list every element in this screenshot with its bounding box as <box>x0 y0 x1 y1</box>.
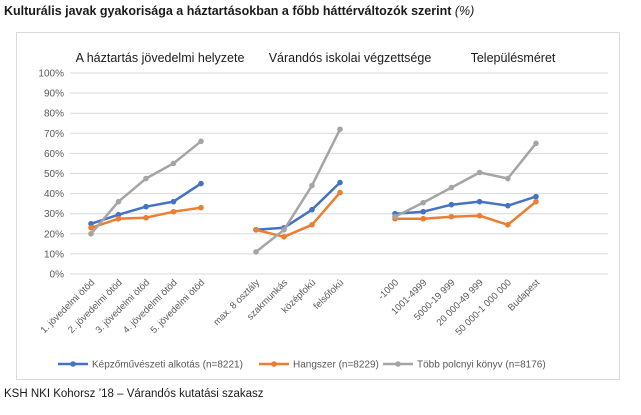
legend-label: Több polcnyi könyv (n=8176) <box>417 360 546 371</box>
y-tick-label: 100% <box>38 69 64 80</box>
data-point <box>115 215 122 222</box>
data-point <box>392 213 398 220</box>
legend-label: Képzőművészeti alkotás (n=8221) <box>92 360 243 371</box>
group-label: Várandós iskolai végzettsége <box>269 51 432 65</box>
legend-label: Hangszer (n=8229) <box>293 360 379 371</box>
legend-marker <box>70 361 76 367</box>
data-point <box>170 198 177 205</box>
data-point <box>281 234 287 240</box>
y-tick-label: 50% <box>44 169 64 180</box>
data-point <box>337 189 343 196</box>
data-point <box>88 231 94 237</box>
data-point <box>505 202 511 209</box>
y-tick-label: 20% <box>44 229 64 240</box>
data-point <box>420 199 427 206</box>
y-tick-label: 40% <box>44 189 64 200</box>
data-point <box>337 179 343 186</box>
data-point <box>309 221 315 228</box>
data-point <box>337 126 343 133</box>
data-point <box>143 175 149 182</box>
series-line <box>254 128 342 254</box>
data-point <box>420 215 427 222</box>
chart-title-unit: (%) <box>454 4 475 18</box>
series-line <box>393 195 538 215</box>
data-point <box>309 182 315 189</box>
data-point <box>143 203 149 210</box>
group-label: A háztartás jövedelmi helyzete <box>76 51 245 65</box>
data-point <box>309 206 315 213</box>
data-point <box>170 208 177 215</box>
data-point <box>198 204 204 211</box>
y-tick-label: 90% <box>44 89 64 100</box>
data-point <box>476 212 483 219</box>
data-point <box>476 198 483 205</box>
data-point <box>533 198 539 205</box>
data-point <box>88 224 94 231</box>
y-tick-label: 80% <box>44 109 64 120</box>
y-tick-label: 0% <box>50 270 65 281</box>
data-point <box>170 160 177 167</box>
series-line <box>393 142 538 218</box>
data-point <box>448 184 455 191</box>
chart-title-text: Kulturális javak gyakorisága a háztartás… <box>4 4 452 18</box>
data-point <box>505 221 511 228</box>
data-point <box>143 214 149 221</box>
data-point <box>198 180 204 187</box>
x-tick-label: felsőfokú <box>311 277 346 312</box>
x-tick-label: Budapest <box>506 277 542 313</box>
series-line <box>254 181 342 232</box>
data-point <box>476 169 483 176</box>
data-point <box>115 211 122 218</box>
group-label: Településméret <box>471 51 556 65</box>
chart-title: Kulturális javak gyakorisága a háztartás… <box>4 4 474 18</box>
source-note: KSH NKI Kohorsz ’18 – Várandós kutatási … <box>4 388 264 400</box>
data-point <box>253 249 259 255</box>
data-point <box>448 213 455 220</box>
y-tick-label: 60% <box>44 149 64 160</box>
data-point <box>88 220 94 227</box>
line-chart: 0% 10% 20% 30% 40% 50% 60% 70% 80% 90% 100% A házta… <box>38 51 608 371</box>
data-point <box>448 201 455 208</box>
legend-marker <box>271 361 277 367</box>
data-point <box>420 208 427 215</box>
data-point <box>505 175 511 182</box>
series-line <box>393 200 538 227</box>
x-tick-label: -1000 <box>376 277 401 302</box>
data-point <box>281 226 287 233</box>
y-tick-label: 30% <box>44 209 64 220</box>
data-point <box>253 226 259 233</box>
data-point <box>533 193 539 200</box>
data-point <box>115 198 122 205</box>
data-point <box>533 140 539 147</box>
y-tick-label: 70% <box>44 129 64 140</box>
data-point <box>198 138 204 145</box>
y-tick-label: 10% <box>44 249 64 260</box>
legend-marker <box>395 361 401 367</box>
chart-frame <box>16 32 620 380</box>
series-line <box>254 191 342 239</box>
